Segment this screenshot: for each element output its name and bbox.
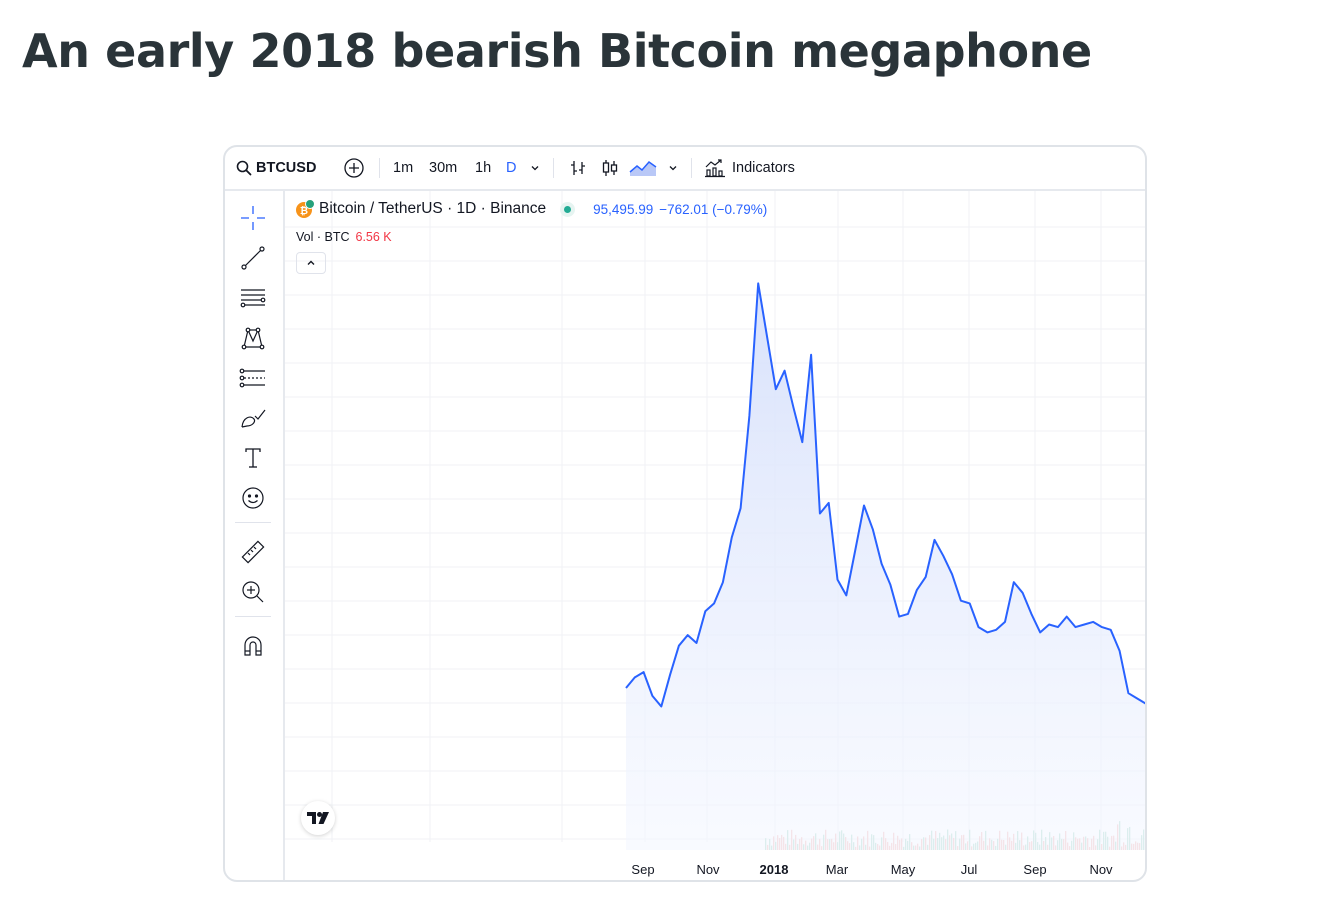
chart-legend: ₿ Bitcoin / TetherUS · 1D · Binance 95,4…: [295, 199, 767, 219]
magnet-icon: [244, 636, 262, 656]
forecast-tool[interactable]: [239, 364, 267, 392]
last-price: 95,495.99: [593, 201, 654, 217]
zoom-in-icon: [242, 581, 264, 603]
text-icon: [245, 448, 261, 468]
time-axis: Sep Nov 2018 Mar May Jul Sep Nov: [631, 862, 1113, 877]
time-axis-label: Mar: [826, 862, 849, 877]
interval-1h[interactable]: 1h: [475, 147, 491, 189]
area-chart-icon: [629, 160, 657, 176]
bar-chart-icon: [571, 161, 585, 175]
tool-divider: [235, 616, 271, 617]
time-axis-label: May: [891, 862, 916, 877]
area-style-button[interactable]: [629, 147, 657, 189]
indicators-icon: [705, 159, 725, 178]
measure-tool[interactable]: [239, 538, 267, 566]
interval-1m[interactable]: 1m: [393, 147, 413, 189]
interval-30m[interactable]: 30m: [429, 147, 457, 189]
pair-label: Bitcoin / TetherUS · 1D · Binance: [319, 200, 547, 217]
time-axis-label: Sep: [631, 862, 654, 877]
symbol-label: BTCUSD: [256, 160, 317, 176]
toolbar-divider: [379, 158, 380, 178]
text-tool[interactable]: [239, 444, 267, 472]
interval-d[interactable]: D: [506, 147, 516, 189]
brush-icon: [241, 409, 266, 428]
emoji-icon: [242, 487, 264, 509]
time-axis-label: Nov: [696, 862, 720, 877]
price-chart[interactable]: Sep Nov 2018 Mar May Jul Sep Nov: [225, 147, 1145, 880]
volume-value: 6.56 K: [355, 230, 392, 244]
tradingview-logo-icon: [307, 812, 329, 824]
interval-d-label: D: [506, 160, 517, 176]
collapse-legend-button[interactable]: [296, 252, 326, 274]
chevron-up-icon: [307, 260, 315, 265]
chart-widget: BTCUSD 1m 30m 1h D: [223, 145, 1147, 882]
price-change: −762.01 (−0.79%): [659, 201, 768, 217]
toolbar-divider: [553, 158, 554, 178]
time-axis-label: Sep: [1023, 862, 1046, 877]
interval-30m-label: 30m: [429, 160, 458, 176]
plus-circle-icon: [344, 158, 364, 178]
fibonacci-icon: [240, 289, 266, 308]
pattern-tool[interactable]: [239, 324, 267, 352]
candles-style-button[interactable]: [600, 147, 620, 189]
magnet-tool[interactable]: [239, 632, 267, 660]
crosshair-tool[interactable]: [239, 204, 267, 232]
volume-legend: Vol · BTC 6.56 K: [296, 230, 392, 244]
brush-tool[interactable]: [239, 404, 267, 432]
trend-line-tool[interactable]: [239, 244, 267, 272]
compare-button[interactable]: [343, 147, 365, 189]
status-dot: [564, 205, 572, 213]
volume-label: Vol · BTC: [296, 230, 350, 244]
interval-menu-button[interactable]: [530, 147, 540, 189]
symbol-search[interactable]: BTCUSD: [236, 147, 316, 189]
market-status-indicator: [560, 201, 576, 217]
forecast-icon: [239, 368, 265, 388]
price-line: [625, 282, 1145, 708]
chart-toolbar: BTCUSD 1m 30m 1h D: [225, 147, 1145, 191]
tradingview-logo[interactable]: [301, 801, 335, 835]
drawing-toolbar: [225, 191, 285, 880]
candlestick-icon: [602, 160, 618, 176]
interval-1h-label: 1h: [475, 160, 492, 176]
svg-text:₿: ₿: [300, 205, 308, 217]
indicators-button[interactable]: Indicators: [704, 147, 795, 189]
bitcoin-logo-icon: ₿: [296, 199, 315, 218]
page-title: An early 2018 bearish Bitcoin megaphone: [22, 24, 1092, 78]
search-icon: [236, 160, 252, 176]
tool-divider: [235, 522, 271, 523]
zoom-tool[interactable]: [239, 578, 267, 606]
chevron-down-icon: [531, 166, 539, 171]
fib-tool[interactable]: [239, 284, 267, 312]
time-axis-label: Jul: [961, 862, 978, 877]
interval-1m-label: 1m: [393, 160, 414, 176]
chevron-down-icon: [669, 166, 677, 171]
indicators-label: Indicators: [732, 160, 795, 176]
crosshair-icon: [241, 206, 265, 230]
emoji-tool[interactable]: [239, 484, 267, 512]
ruler-icon: [241, 540, 265, 564]
price-area: [626, 283, 1145, 850]
chart-style-menu-button[interactable]: [668, 147, 678, 189]
bars-style-button[interactable]: [568, 147, 588, 189]
time-axis-label: 2018: [760, 862, 789, 877]
time-axis-label: Nov: [1089, 862, 1113, 877]
pattern-icon: [241, 327, 265, 350]
toolbar-divider: [691, 158, 692, 178]
trend-line-icon: [241, 246, 265, 270]
